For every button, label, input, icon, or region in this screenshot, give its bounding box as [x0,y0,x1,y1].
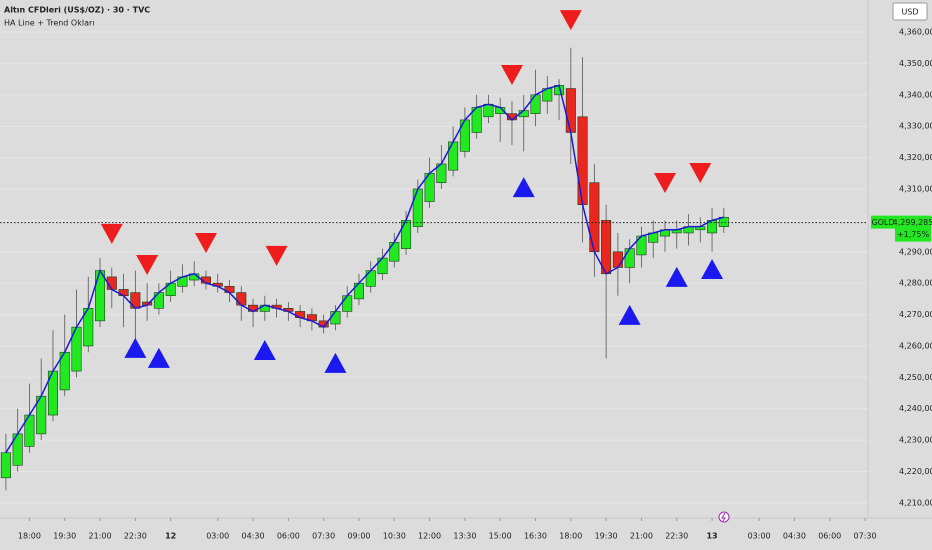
sell-arrow [689,162,712,183]
price-symbol-box [871,215,895,229]
y-tick-label: 4,330,000 [899,122,932,131]
buy-arrow [665,266,688,287]
y-tick-label: 4,310,000 [899,184,932,193]
candle-body [412,188,423,227]
candle-body [601,220,612,275]
candle-body [612,251,623,268]
x-tick-label: 13:30 [453,532,476,541]
currency-box[interactable] [892,2,928,21]
candle-body [153,292,164,309]
x-tick-label: 22:30 [124,532,147,541]
y-tick-label: 4,220,000 [899,467,932,476]
x-tick-label: 03:00 [748,532,771,541]
candle-body [342,295,353,312]
x-tick-label: 04:30 [242,532,265,541]
x-tick-label: 12:00 [418,532,441,541]
price-change: +1,75% [897,230,930,239]
x-tick-label: 03:00 [206,532,229,541]
y-tick-label: 4,280,000 [899,279,932,288]
candle-body [448,141,459,171]
candle-body [577,116,588,205]
y-tick-label: 4,320,000 [899,153,932,162]
candle-body [565,88,576,133]
candle-body [365,270,376,287]
x-tick-label: 21:00 [630,532,653,541]
candle-body [130,292,141,309]
currency[interactable]: USD [901,8,918,17]
x-tick-label: 09:00 [347,532,370,541]
y-tick-label: 4,260,000 [899,341,932,350]
x-tick-label: 10:30 [383,532,406,541]
candle-body [236,292,247,306]
price-label: 4,299,285 [893,218,932,227]
candle-body [0,452,11,479]
x-tick-label: 16:30 [524,532,547,541]
buy-arrow [124,337,147,358]
x-tick-label: 18:00 [18,532,41,541]
price-symbol: GOLD [871,218,894,227]
sell-arrow [100,223,123,244]
buy-arrow [618,304,641,325]
sell-arrow [136,254,159,275]
candle-body [401,220,412,249]
x-tick-label: 21:00 [89,532,112,541]
sell-arrow [500,65,523,86]
x-tick-label: 07:30 [854,532,877,541]
x-tick-label: 06:00 [818,532,841,541]
x-tick-label: 07:30 [312,532,335,541]
y-tick-label: 4,230,000 [899,436,932,445]
sell-arrow [653,173,676,194]
x-tick-label: 04:30 [783,532,806,541]
plot [0,10,868,491]
y-tick-label: 4,360,000 [899,28,932,37]
candle-body [377,257,388,275]
sell-arrow [265,245,288,266]
chart-subtitle: HA Line + Trend Okları [4,19,95,28]
candle-body [530,94,541,114]
y-tick-label: 4,290,000 [899,247,932,256]
candle-body [353,282,364,300]
y-tick-label: 4,350,000 [899,59,932,68]
y-tick-label: 4,270,000 [899,310,932,319]
price-label-box [895,215,931,242]
candle-body [330,311,341,325]
candle-body [389,242,400,262]
x-tick-label: 18:00 [559,532,582,541]
chart-title: Altın CFDleri (US$/OZ) · 30 · TVC [4,6,150,15]
x-tick-label: 12 [165,532,176,541]
sell-arrow [559,10,582,31]
ha-line [5,84,725,454]
x-tick-label: 19:30 [595,532,618,541]
flash-icon [718,511,730,523]
buy-arrow [512,177,535,198]
y-tick-label: 4,340,000 [899,90,932,99]
candle-body [483,103,494,118]
sell-arrow [194,232,217,253]
x-tick-label: 22:30 [665,532,688,541]
x-tick-label: 06:00 [277,532,300,541]
x-tick-label: 15:00 [489,532,512,541]
buy-arrow [147,347,170,368]
buy-arrow [701,259,724,280]
y-tick-label: 4,250,000 [899,373,932,382]
candle-body [95,270,106,322]
x-tick-label: 13 [706,532,717,541]
buy-arrow [324,352,347,373]
x-tick-label: 19:30 [53,532,76,541]
candle-body [624,248,635,268]
y-tick-label: 4,210,000 [899,498,932,507]
buy-arrow [253,340,276,361]
y-tick-label: 4,240,000 [899,404,932,413]
